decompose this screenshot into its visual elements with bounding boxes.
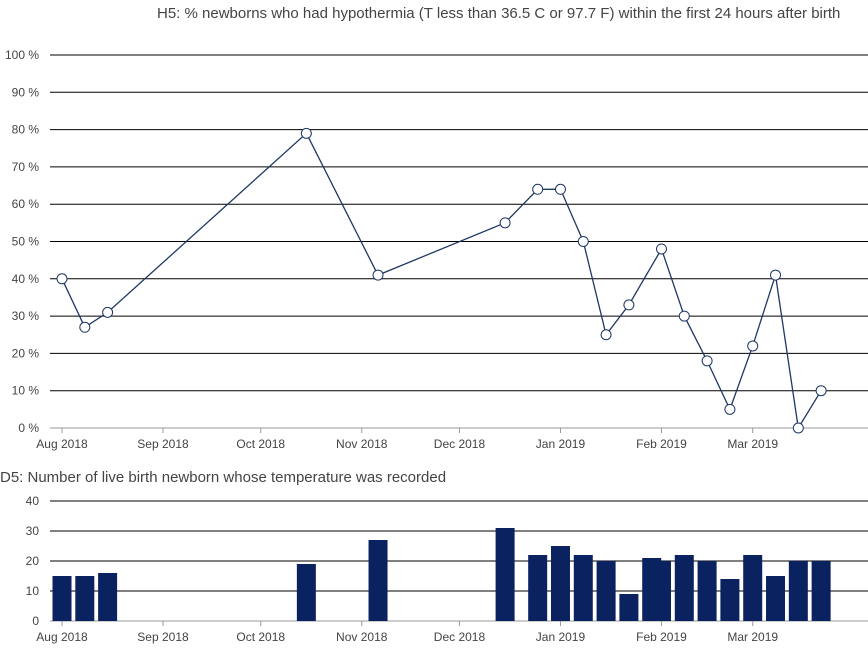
bar-chart-bar [811,561,831,621]
bar-chart-series [52,528,831,621]
bar-chart-bar [52,576,72,621]
bar-chart-y-tick-label: 30 [26,524,40,538]
line-chart-point [532,183,544,195]
line-chart-point [747,340,759,352]
bar-chart-y-tick-label: 40 [26,494,40,508]
line-chart-point [815,385,827,397]
bar-chart-bar [720,579,740,621]
bar-chart-bar [573,555,593,621]
line-chart-point [623,299,635,311]
line-chart-point [724,403,736,415]
bar-chart-bar [674,555,694,621]
bar-chart-x-tick-label: Aug 2018 [36,630,88,644]
line-chart-y-tick-label: 30 % [12,309,40,323]
line-chart-x-tick-label: Nov 2018 [336,437,388,451]
line-chart-y-tick-label: 0 % [18,421,39,435]
bar-chart-bar [296,564,316,621]
bar-chart-x-axis: Aug 2018 Sep 2018 Oct 2018 Nov 2018 Dec 2018… [36,621,778,644]
bar-chart-bar [766,576,786,621]
bar-chart-y-axis: 0 10 20 30 40 [26,494,40,628]
line-chart-x-axis: Aug 2018 Sep 2018 Oct 2018 Nov 2018 Dec 2018… [36,428,778,451]
bar-chart-grid [50,500,868,622]
line-chart-x-tick-label: Mar 2019 [727,437,778,451]
line-chart-point [577,236,589,247]
bar-chart-bar [98,573,118,621]
line-chart-x-tick-label: Oct 2018 [236,437,285,451]
line-chart-y-tick-label: 20 % [12,346,40,360]
bar-chart-y-tick-label: 0 [32,614,39,628]
line-chart-point [372,269,384,281]
line-chart-point [600,329,612,341]
line-chart-title: H5: % newborns who had hypothermia (T le… [157,5,840,22]
line-chart-x-tick-label: Aug 2018 [36,437,88,451]
line-chart-point [56,273,68,285]
bar-chart-x-tick-label: Oct 2018 [236,630,285,644]
bar-chart-bar [788,561,808,621]
bar-chart-bar [619,594,639,621]
line-chart-x-tick-label: Feb 2019 [636,437,687,451]
bar-chart-title: D5: Number of live birth newborn whose t… [0,469,446,486]
bar-chart-x-tick-label: Feb 2019 [636,630,687,644]
bar-chart-bar [596,561,616,621]
line-chart-point [792,422,804,434]
bar-chart-y-tick-label: 20 [26,554,40,568]
line-chart-y-tick-label: 60 % [12,197,40,211]
bar-chart-x-tick-label: Nov 2018 [336,630,388,644]
line-chart-point [701,355,713,367]
bar-chart-bar [743,555,763,621]
line-chart-y-tick-label: 10 % [12,384,40,398]
line-chart-y-axis: 0 % 10 % 20 % 30 % 40 % 50 % 60 % 70 % 80 % 90 % 1… [5,48,39,435]
bar-chart-x-tick-label: Jan 2019 [536,630,586,644]
line-chart-x-tick-label: Jan 2019 [536,437,586,451]
bar-chart-bar [550,546,570,621]
line-chart-point [554,183,566,195]
bar-chart-bar [528,555,548,621]
line-chart-point [770,269,782,281]
bar-chart-x-tick-label: Mar 2019 [727,630,778,644]
bar-chart-bar [75,576,95,621]
bar-chart-bar [651,561,671,621]
line-chart-point [655,243,667,255]
line-chart-y-tick-label: 90 % [12,85,40,99]
bar-chart-y-tick-label: 10 [26,584,40,598]
line-chart-y-tick-label: 100 % [5,48,39,62]
line-chart-point [678,310,690,322]
line-chart-y-tick-label: 50 % [12,235,40,249]
line-chart-point [102,306,114,318]
line-chart-x-tick-label: Dec 2018 [434,437,486,451]
line-chart-x-tick-label: Sep 2018 [137,437,189,451]
line-chart-point [79,321,91,333]
bar-chart-x-tick-label: Dec 2018 [434,630,486,644]
line-chart-point [300,127,312,139]
bar-chart-x-tick-label: Sep 2018 [137,630,189,644]
line-chart-y-tick-label: 40 % [12,272,40,286]
bar-chart-bar [368,540,388,621]
line-chart-y-tick-label: 80 % [12,123,40,137]
line-chart-series [56,127,827,434]
line-chart-series-line [61,132,822,430]
line-chart-y-tick-label: 70 % [12,160,40,174]
bar-chart-bar [697,561,717,621]
bar-chart-bar [495,528,515,621]
line-chart-point [499,217,511,229]
